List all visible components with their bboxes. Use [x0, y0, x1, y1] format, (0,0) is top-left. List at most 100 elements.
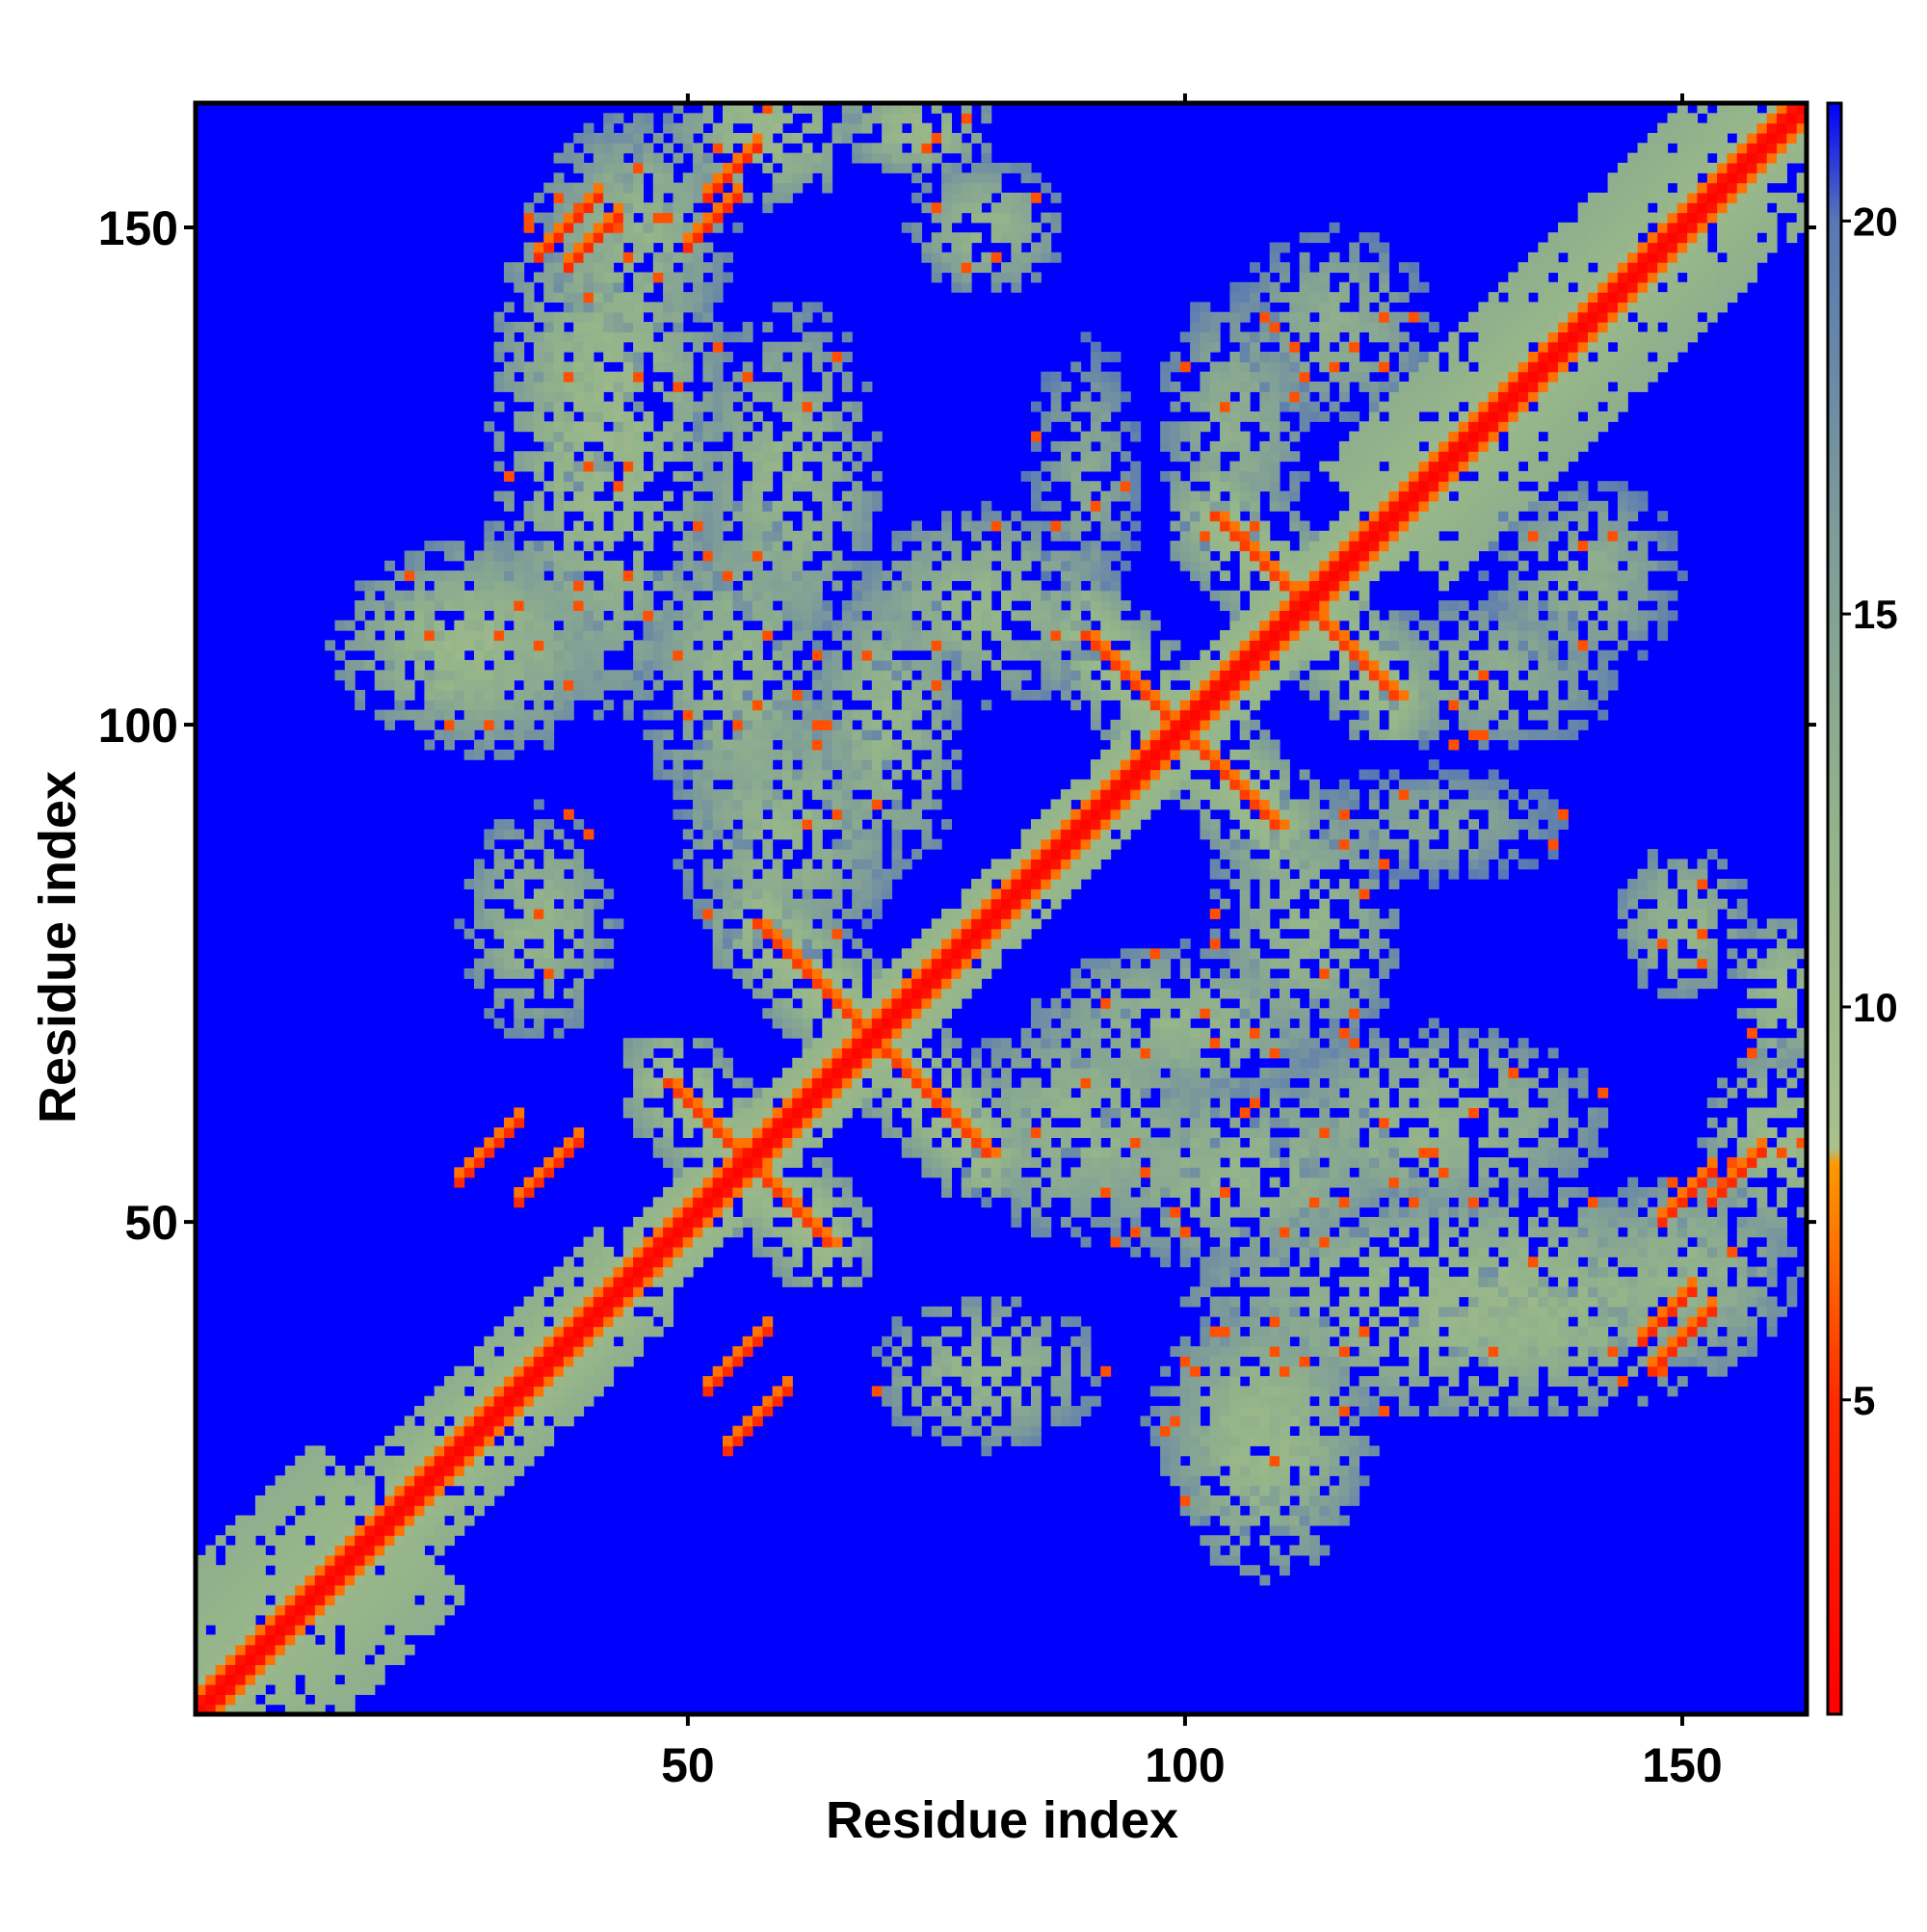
heatmap-cell — [792, 1027, 804, 1039]
heatmap-cell — [334, 1604, 346, 1616]
heatmap-cell — [314, 1524, 326, 1536]
heatmap-cell — [424, 739, 436, 751]
heatmap-cell — [1030, 868, 1042, 880]
heatmap-cell — [523, 1425, 535, 1437]
heatmap-cell — [404, 1644, 415, 1655]
heatmap-cell — [852, 152, 863, 164]
heatmap-cell — [543, 918, 555, 930]
heatmap-cell — [792, 1157, 804, 1168]
heatmap-cell — [424, 610, 436, 622]
heatmap-cell — [593, 292, 604, 304]
heatmap-cell — [563, 410, 574, 422]
heatmap-cell — [951, 719, 963, 730]
heatmap-cell — [205, 1664, 217, 1676]
heatmap-cell — [712, 322, 724, 332]
heatmap-cell — [1090, 550, 1101, 562]
heatmap-cell — [384, 1614, 396, 1626]
heatmap-cell — [514, 879, 525, 889]
heatmap-cell — [832, 1227, 843, 1238]
heatmap-cell — [404, 570, 415, 582]
heatmap-cell — [752, 481, 763, 492]
heatmap-cell — [951, 281, 963, 293]
heatmap-cell — [911, 103, 923, 114]
heatmap-cell — [503, 928, 515, 940]
heatmap-cell — [1001, 1047, 1012, 1059]
heatmap-cell — [583, 918, 594, 930]
heatmap-cell — [284, 1524, 296, 1536]
heatmap-cell — [723, 1365, 733, 1377]
heatmap-cell — [1070, 550, 1082, 562]
heatmap-cell — [633, 361, 645, 373]
heatmap-cell — [593, 1376, 604, 1388]
heatmap-cell — [1070, 421, 1082, 433]
heatmap-cell — [951, 938, 963, 949]
heatmap-cell — [811, 649, 823, 661]
heatmap-cell — [1090, 988, 1101, 999]
heatmap-cell — [752, 1416, 763, 1427]
heatmap-cell — [613, 918, 624, 930]
heatmap-cell — [901, 640, 912, 651]
heatmap-cell — [723, 143, 733, 154]
heatmap-cell — [583, 222, 594, 233]
heatmap-cell — [493, 849, 505, 860]
heatmap-cell — [424, 670, 436, 681]
heatmap-cell — [852, 679, 863, 691]
heatmap-cell — [543, 1276, 555, 1287]
heatmap-cell — [553, 670, 565, 681]
heatmap-cell — [652, 500, 664, 512]
heatmap-cell — [622, 212, 634, 224]
heatmap-cell — [891, 958, 903, 969]
heatmap-cell — [364, 630, 376, 641]
heatmap-cell — [583, 381, 594, 392]
heatmap-cell — [772, 451, 783, 463]
heatmap-cell — [1070, 819, 1082, 831]
heatmap-cell — [1060, 1395, 1071, 1407]
heatmap-cell — [712, 541, 724, 552]
heatmap-cell — [981, 1117, 992, 1128]
heatmap-cell — [265, 1515, 277, 1526]
heatmap-cell — [1001, 1147, 1012, 1158]
heatmap-cell — [622, 570, 634, 582]
heatmap-cell — [523, 361, 535, 373]
heatmap-cell — [643, 113, 654, 124]
heatmap-cell — [762, 709, 774, 721]
heatmap-cell — [1060, 1057, 1071, 1069]
heatmap-cell — [533, 1356, 544, 1367]
heatmap-cell — [802, 1027, 813, 1039]
heatmap-cell — [951, 1356, 963, 1367]
heatmap-cell — [901, 1038, 912, 1049]
heatmap-cell — [712, 1098, 724, 1109]
heatmap-cell — [762, 550, 774, 562]
heatmap-cell — [682, 292, 694, 304]
heatmap-cell — [1080, 1107, 1092, 1119]
heatmap-cell — [603, 1326, 615, 1337]
heatmap-cell — [941, 232, 952, 244]
heatmap-cell — [841, 769, 853, 781]
heatmap-cell — [295, 1485, 306, 1496]
heatmap-cell — [1100, 1068, 1112, 1079]
heatmap-cell — [712, 560, 724, 571]
heatmap-cell — [334, 1614, 346, 1626]
heatmap-cell — [553, 909, 565, 919]
heatmap-cell — [1041, 808, 1052, 820]
heatmap-cell — [882, 132, 893, 144]
heatmap-cell — [414, 1554, 425, 1566]
heatmap-cell — [693, 1236, 703, 1248]
heatmap-cell — [1041, 630, 1052, 641]
heatmap-cell — [752, 550, 763, 562]
heatmap-cell — [990, 182, 1002, 194]
heatmap-cell — [663, 251, 674, 263]
heatmap-cell — [1090, 590, 1101, 601]
heatmap-cell — [334, 1694, 346, 1706]
heatmap-cell — [792, 451, 804, 463]
heatmap-cell — [593, 1286, 604, 1298]
heatmap-cell — [682, 1246, 694, 1257]
heatmap-cell — [971, 1147, 982, 1158]
heatmap-cell — [394, 1455, 406, 1467]
heatmap-cell — [414, 1545, 425, 1556]
heatmap-cell — [583, 1326, 594, 1337]
heatmap-cell — [712, 1137, 724, 1149]
heatmap-cell — [792, 1147, 804, 1158]
heatmap-cell — [404, 550, 415, 562]
heatmap-cell — [732, 1346, 744, 1358]
